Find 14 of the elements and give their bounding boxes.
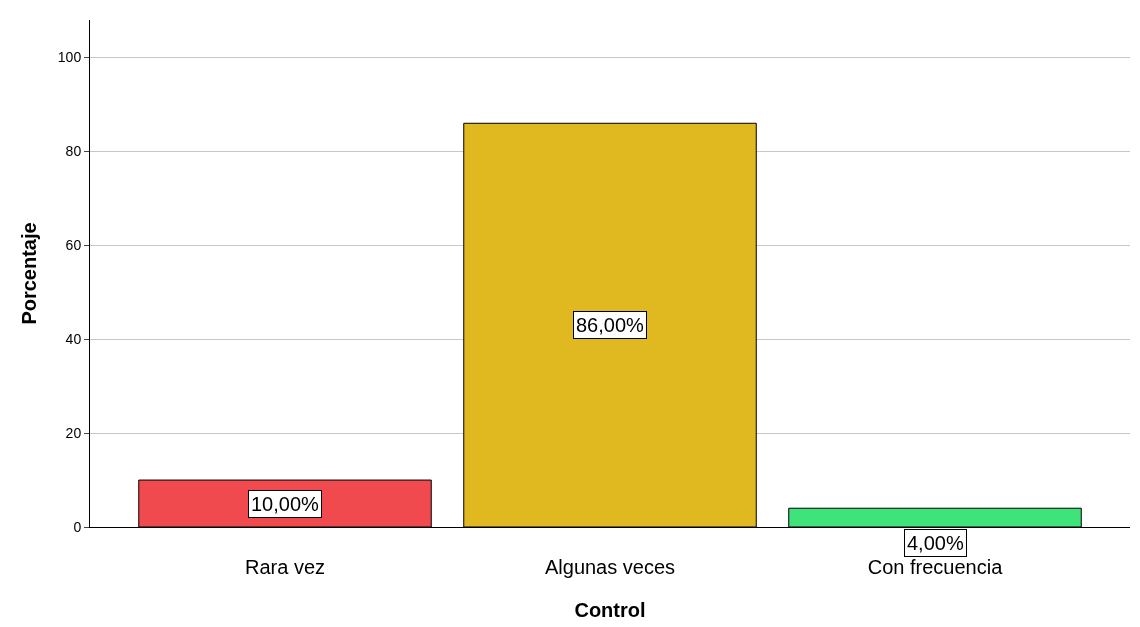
y-tick-label: 20 — [65, 425, 82, 442]
y-tick-label: 60 — [65, 237, 82, 254]
data-label: 10,00% — [251, 493, 320, 515]
y-axis-title: Porcentaje — [18, 222, 41, 325]
x-tick-label: Rara vez — [244, 556, 326, 578]
data-label: 4,00% — [907, 532, 964, 554]
x-tick-label: Con frecuencia — [867, 556, 1004, 578]
data-label: 86,00% — [576, 314, 645, 336]
y-tick-label: 0 — [73, 518, 82, 535]
y-tick-label: 100 — [57, 49, 82, 66]
x-tick-label: Algunas veces — [544, 556, 676, 578]
y-tick-label: 80 — [65, 143, 82, 160]
y-tick-label: 40 — [65, 331, 82, 348]
x-axis-title: Control — [574, 598, 646, 621]
